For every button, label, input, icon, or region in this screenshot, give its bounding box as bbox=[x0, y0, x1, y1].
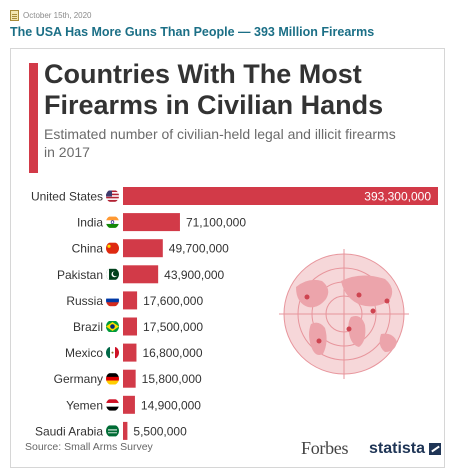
category-label: Russia bbox=[66, 294, 103, 308]
yemen-flag-icon bbox=[106, 399, 119, 411]
value-label: 393,300,000 bbox=[364, 190, 431, 204]
value-label: 17,500,000 bbox=[143, 320, 203, 334]
us-flag-icon bbox=[106, 190, 119, 202]
bar bbox=[123, 317, 138, 336]
bar-row: Pakistan 43,900,000 bbox=[57, 265, 225, 284]
russia-flag-icon bbox=[106, 294, 119, 307]
chart-title: Countries With The Most Firearms in Civi… bbox=[44, 59, 384, 120]
value-label: 49,700,000 bbox=[169, 242, 229, 256]
category-label: India bbox=[77, 216, 103, 230]
pakistan-flag-icon bbox=[106, 268, 119, 280]
category-label: Saudi Arabia bbox=[35, 424, 103, 438]
title-accent-bar bbox=[29, 63, 38, 173]
bar-row: India 71,100,000 bbox=[77, 213, 246, 232]
value-label: 16,800,000 bbox=[142, 346, 202, 360]
category-label: Pakistan bbox=[57, 268, 103, 282]
bar bbox=[123, 265, 159, 284]
forbes-logo: Forbes bbox=[301, 438, 349, 458]
brazil-flag-icon bbox=[106, 321, 119, 332]
value-label: 43,900,000 bbox=[164, 268, 224, 282]
bar bbox=[123, 395, 135, 414]
target-world-map-graphic bbox=[279, 249, 409, 379]
value-label: 15,800,000 bbox=[142, 372, 202, 386]
post-meta: October 15th, 2020 bbox=[10, 8, 92, 22]
bar-row: Germany 15,800,000 bbox=[54, 369, 202, 388]
category-label: Germany bbox=[54, 372, 103, 386]
note-icon bbox=[10, 9, 19, 21]
bar-row: China 49,700,000 bbox=[72, 239, 229, 258]
bar-row: Brazil 17,500,000 bbox=[73, 317, 203, 336]
chart-source: Source: Small Arms Survey bbox=[25, 441, 153, 453]
value-label: 17,600,000 bbox=[143, 294, 203, 308]
bar bbox=[123, 369, 136, 388]
statista-logo: statista bbox=[369, 440, 426, 457]
bar bbox=[123, 291, 138, 310]
value-label: 5,500,000 bbox=[133, 424, 187, 438]
bar bbox=[123, 187, 438, 205]
bar-row: Saudi Arabia 5,500,000 bbox=[35, 421, 187, 440]
chart-subtitle: Estimated number of civilian-held legal … bbox=[44, 126, 396, 160]
bar-row: Yemen 14,900,000 bbox=[66, 395, 201, 414]
germany-flag-icon bbox=[106, 373, 119, 385]
india-flag-icon bbox=[106, 216, 119, 228]
category-label: Yemen bbox=[66, 398, 103, 412]
post-title[interactable]: The USA Has More Guns Than People — 393 … bbox=[10, 25, 375, 39]
category-label: Brazil bbox=[73, 320, 103, 334]
category-label: United States bbox=[31, 190, 103, 204]
bar bbox=[123, 343, 137, 362]
category-label: China bbox=[72, 242, 104, 256]
bar-row: Russia 17,600,000 bbox=[66, 291, 203, 310]
bar bbox=[123, 213, 180, 232]
bar-row: United States 393,300,000 bbox=[31, 187, 438, 205]
saudi-arabia-flag-icon bbox=[106, 425, 119, 437]
bar-row: Mexico 16,800,000 bbox=[65, 343, 203, 362]
bars-layer: United States 393,300,000 India 71,100,000 C… bbox=[31, 187, 438, 440]
bar bbox=[123, 239, 163, 258]
infographic-card: Countries With The Most Firearms in Civi… bbox=[10, 48, 445, 468]
statista-logo-icon bbox=[429, 443, 441, 455]
china-flag-icon bbox=[106, 242, 119, 254]
value-label: 71,100,000 bbox=[186, 216, 246, 230]
chart-canvas: United States 393,300,000 India 71,100,000 C… bbox=[31, 187, 438, 440]
post-date: October 15th, 2020 bbox=[23, 10, 92, 20]
mexico-flag-icon bbox=[106, 347, 119, 359]
value-label: 14,900,000 bbox=[141, 398, 201, 412]
category-label: Mexico bbox=[65, 346, 103, 360]
bar bbox=[123, 421, 128, 440]
